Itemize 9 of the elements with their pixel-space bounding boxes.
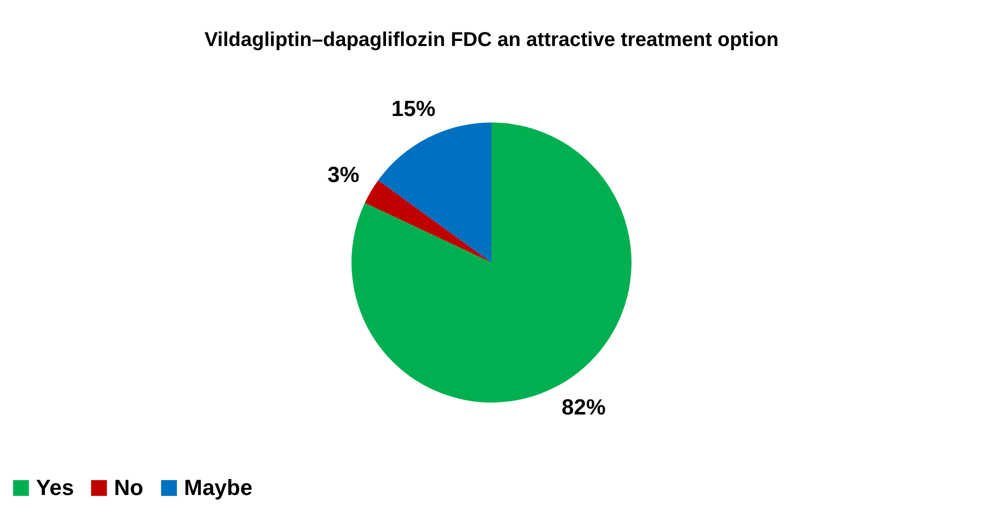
data-label: 82% — [562, 394, 606, 420]
pie-slice — [378, 122, 492, 262]
legend-label: Maybe — [184, 475, 252, 500]
legend-label: Yes — [36, 475, 74, 500]
data-label: 15% — [391, 96, 436, 122]
data-label: 3% — [328, 162, 360, 187]
pie-slice — [364, 180, 492, 262]
chart-title: Vildagliptin–dapagliflozin FDC an attractive treatment option — [204, 29, 779, 51]
legend-label: No — [114, 475, 144, 500]
